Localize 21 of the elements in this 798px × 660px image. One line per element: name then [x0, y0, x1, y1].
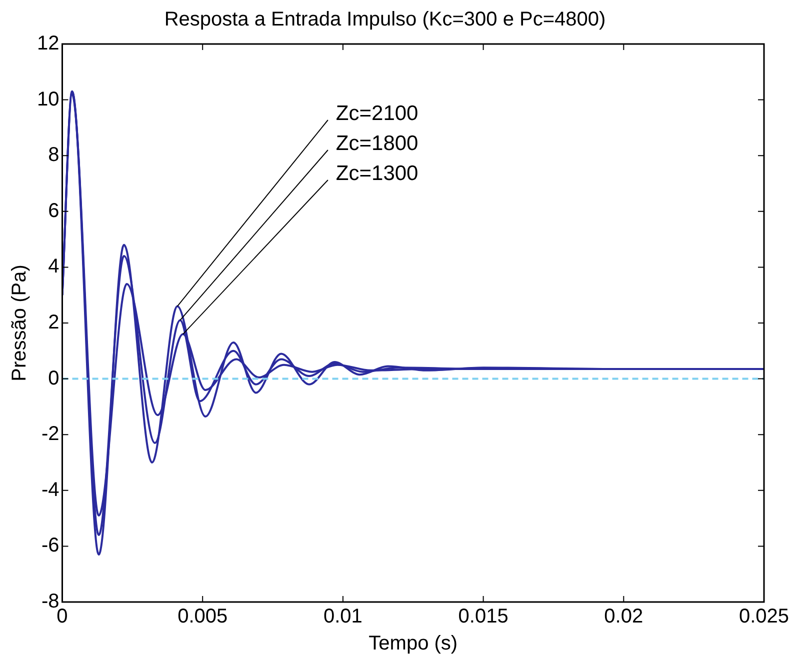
y-tick-label: 12: [36, 32, 60, 55]
y-axis-title: Pressão (Pa): [8, 264, 31, 382]
y-tick-label: -4: [41, 478, 60, 501]
y-tick-label: -6: [41, 534, 60, 557]
y-tick-label: 2: [48, 312, 60, 334]
y-tick-label: 4: [48, 256, 60, 278]
y-tick-label: 0: [48, 367, 60, 390]
y-tick-label: 6: [48, 200, 60, 222]
chart-title: Resposta a Entrada Impulso (Kc=300 e Pc=4800): [164, 8, 606, 31]
x-tick-label: 0.01: [323, 606, 362, 628]
x-tick-label: 0.005: [178, 606, 228, 628]
x-tick-label: 0.015: [458, 606, 508, 628]
x-axis-title: Tempo (s): [368, 632, 458, 655]
y-tick-label: -2: [41, 423, 60, 446]
annotation: Zc=2100: [336, 102, 418, 125]
annotation: Zc=1800: [336, 132, 418, 155]
y-tick-label: 10: [36, 88, 60, 110]
x-tick-label: 0.02: [604, 606, 644, 628]
x-tick-label: 0.025: [738, 606, 790, 628]
annotation: Zc=1300: [336, 162, 418, 185]
y-tick-label: 8: [48, 144, 60, 166]
